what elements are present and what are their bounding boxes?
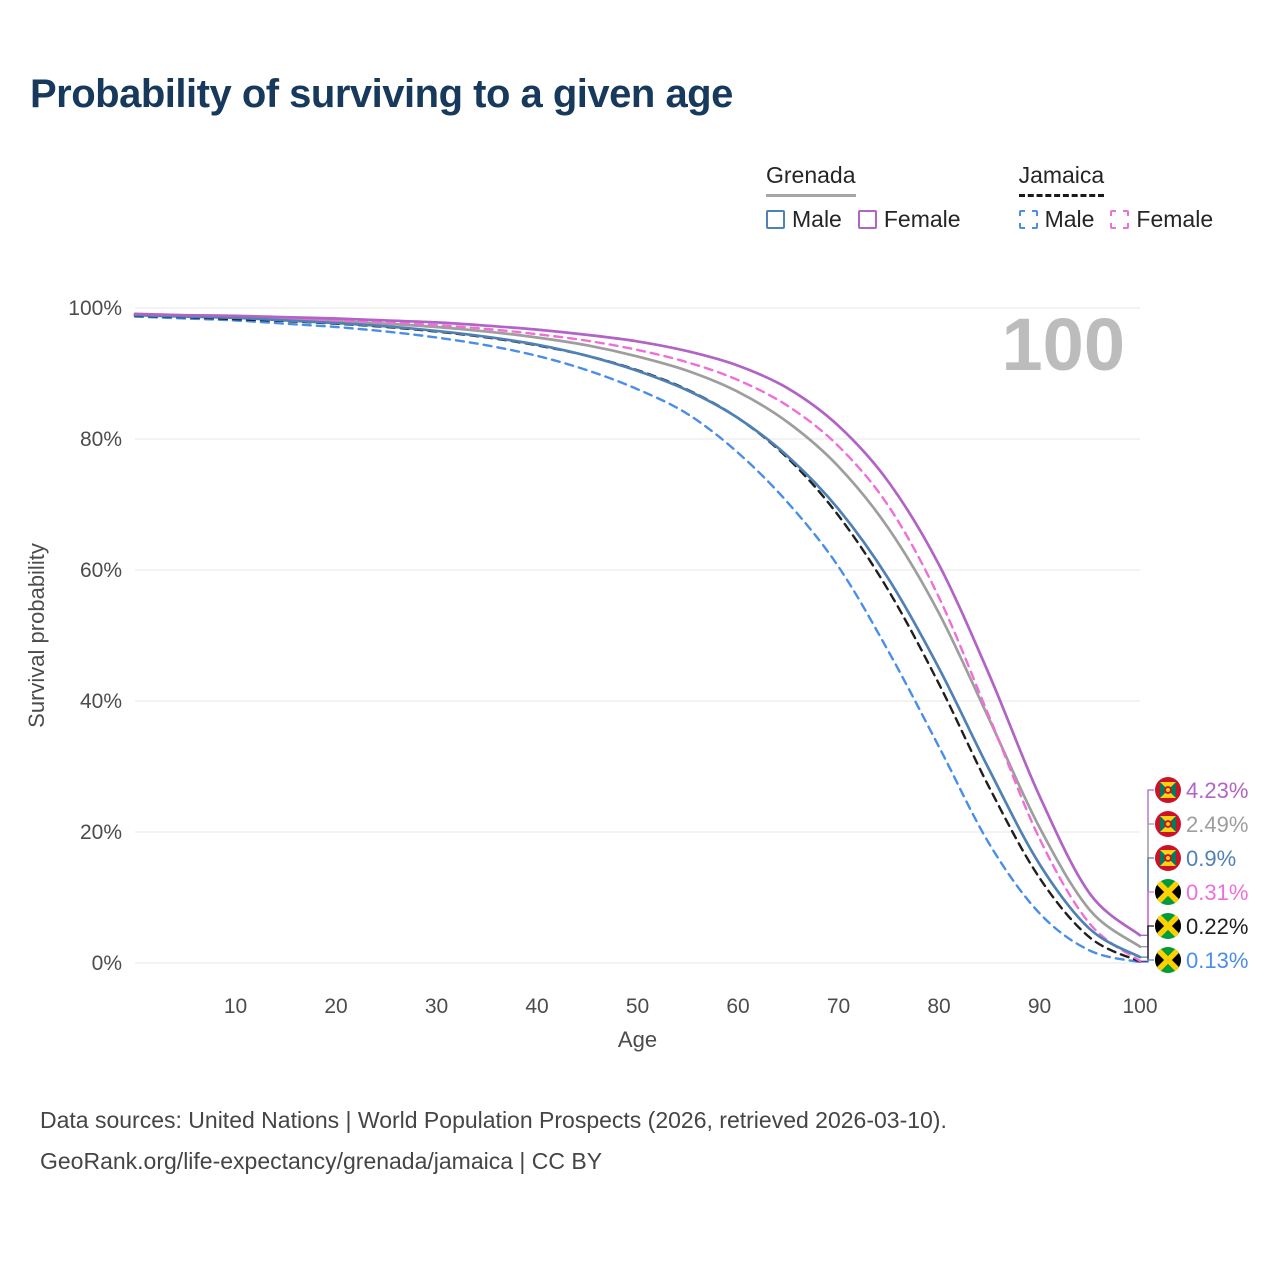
page-title: Probability of surviving to a given age [30, 72, 733, 116]
legend-items-grenada: Male Female [766, 206, 961, 233]
leader-line-jamaica-all [1141, 925, 1154, 963]
jamaica-flag-icon [1155, 913, 1181, 939]
series-line-jamaica-female [133, 313, 1142, 963]
watermark-100: 100 [1002, 303, 1125, 386]
y-tick-label: 100% [68, 297, 122, 320]
end-label-jamaica-female: 0.31% [1186, 880, 1248, 905]
y-tick-label: 60% [80, 559, 122, 582]
legend-group-label-jamaica: Jamaica [1018, 162, 1105, 197]
legend-group-grenada: Grenada Male Female [766, 162, 961, 233]
legend-item-grenada-male[interactable]: Male [766, 206, 842, 233]
series-line-grenada-all [133, 313, 1142, 949]
jamaica-male-swatch-icon [1018, 210, 1038, 229]
x-tick-label: 60 [726, 995, 749, 1018]
grenada-male-swatch-icon [766, 210, 785, 229]
end-label-grenada-all: 2.49% [1186, 812, 1248, 837]
survival-probability-chart: 0% 20% 40% 60% 80% 100% 10 20 30 40 50 60 70 80 90 100 A… [24, 297, 1248, 1052]
legend-group-jamaica: Jamaica Male Female [1018, 162, 1213, 233]
jamaica-flag-icon [1155, 947, 1181, 973]
y-tick-label: 40% [80, 690, 122, 713]
grenada-female-swatch-icon [857, 210, 877, 229]
x-tick-label: 90 [1028, 995, 1051, 1018]
attribution-link-text: GeoRank.org/life-expectancy/grenada/jama… [40, 1148, 603, 1175]
y-tick-label: 80% [80, 428, 122, 451]
end-label-jamaica-all: 0.22% [1186, 914, 1248, 939]
y-tick-label: 20% [80, 821, 122, 844]
x-tick-label: 80 [927, 995, 950, 1018]
x-tick-label: 30 [425, 995, 448, 1018]
y-axis-title: Survival probability [24, 543, 49, 728]
series-line-grenada-female [133, 312, 1142, 937]
x-tick-label: 40 [525, 995, 548, 1018]
end-label-jamaica-male: 0.13% [1186, 948, 1248, 973]
footer: Data sources: United Nations | World Pop… [40, 1100, 947, 1183]
leader-line-jamaica-male [1141, 959, 1154, 963]
legend-group-label-grenada: Grenada [766, 162, 856, 197]
legend-item-jamaica-female[interactable]: Female [1110, 206, 1213, 233]
grenada-flag-icon [1155, 777, 1181, 803]
grenada-flag-icon [1155, 845, 1181, 871]
legend-item-label: Female [883, 206, 961, 232]
series-line-jamaica-all [133, 314, 1142, 963]
x-axis-title: Age [618, 1027, 657, 1052]
legend-item-grenada-female[interactable]: Female [857, 206, 961, 233]
legend-item-label: Male [1044, 206, 1095, 232]
x-tick-label: 50 [626, 995, 649, 1018]
chart-legend: Grenada Male Female Jamaica Male [766, 162, 1213, 233]
legend-item-jamaica-male[interactable]: Male [1018, 206, 1095, 233]
series-line-jamaica-male [133, 315, 1142, 964]
jamaica-female-swatch-icon [1110, 210, 1130, 229]
grenada-flag-icon [1155, 811, 1181, 837]
legend-item-label: Male [792, 206, 842, 232]
x-tick-label: 20 [324, 995, 347, 1018]
series-line-grenada-male [133, 313, 1142, 959]
x-tick-label: 10 [224, 995, 247, 1018]
end-label-grenada-male: 0.9% [1186, 846, 1236, 871]
legend-item-label: Female [1136, 206, 1214, 232]
end-label-grenada-female: 4.23% [1186, 778, 1248, 803]
jamaica-flag-icon [1155, 879, 1181, 905]
y-tick-label: 0% [92, 952, 122, 975]
data-sources-text: Data sources: United Nations | World Pop… [40, 1107, 947, 1133]
legend-items-jamaica: Male Female [1018, 206, 1213, 233]
x-tick-label: 70 [827, 995, 850, 1018]
x-tick-label: 100 [1122, 995, 1157, 1018]
